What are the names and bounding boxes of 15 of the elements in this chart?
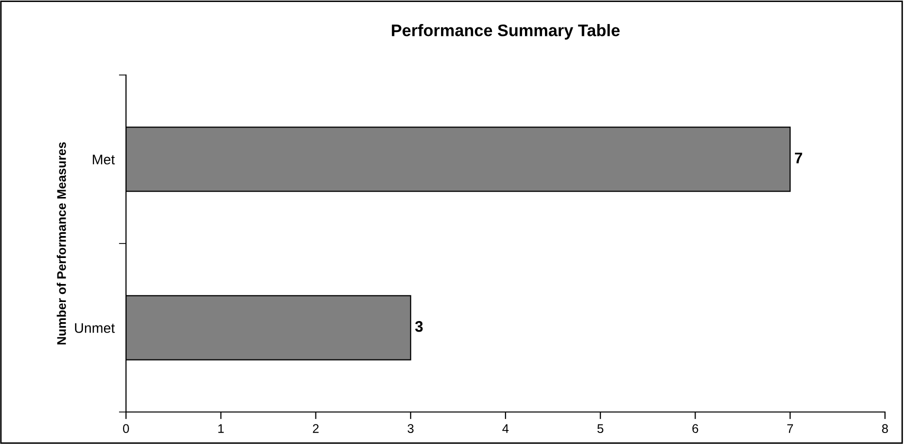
- x-tick-label: 4: [502, 424, 509, 433]
- x-tick-label: 5: [597, 424, 604, 433]
- chart-title: Performance Summary Table: [392, 24, 620, 40]
- data-label: 3: [415, 321, 423, 332]
- x-tick-label: 3: [408, 424, 414, 433]
- x-tick-label: 1: [218, 424, 224, 433]
- y-tick-label: Unmet: [75, 323, 115, 333]
- x-tick-label: 2: [312, 424, 319, 433]
- y-tick-label: Met: [92, 154, 115, 164]
- data-label: 7: [794, 152, 802, 164]
- x-tick-label: 7: [787, 424, 793, 433]
- x-tick-label: 8: [882, 424, 888, 433]
- x-tick-label: 6: [692, 424, 698, 433]
- y-axis-title: Number of Performance Measures: [56, 142, 66, 344]
- x-tick-label: 0: [123, 424, 129, 433]
